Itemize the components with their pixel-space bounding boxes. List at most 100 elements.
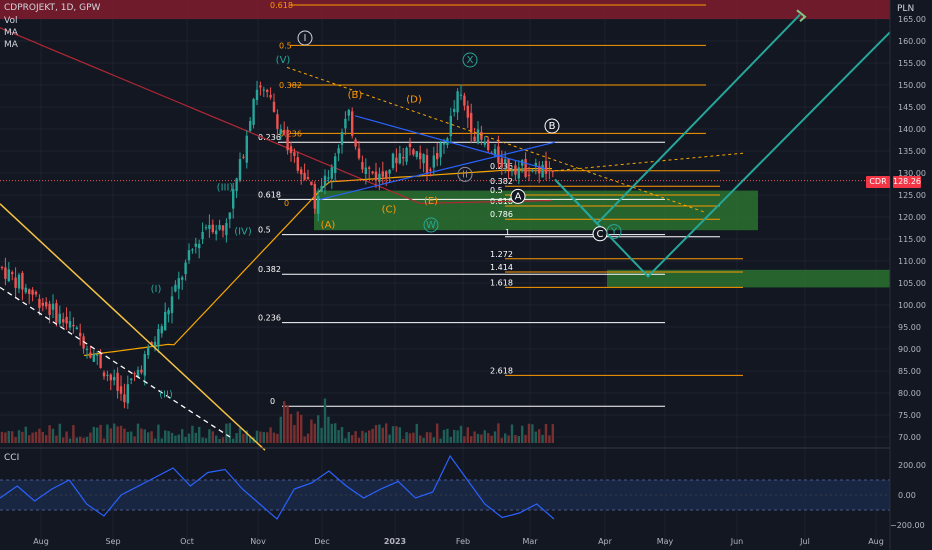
- candle-body: [544, 160, 548, 174]
- volume-bar: [211, 431, 214, 443]
- y-tick-label: 90.00: [898, 345, 921, 354]
- candle-body: [130, 378, 133, 380]
- candle-body: [466, 105, 469, 118]
- candle-body: [415, 151, 418, 157]
- wave-label: (V): [276, 55, 291, 66]
- cci-legend[interactable]: CCI: [4, 453, 20, 463]
- volume-bar: [92, 426, 95, 443]
- y-tick-label: 70.00: [898, 433, 921, 442]
- candle-body: [371, 171, 374, 174]
- volume-bar: [402, 438, 405, 443]
- candle-body: [249, 120, 252, 131]
- volume-bar: [245, 430, 248, 443]
- candle-body: [368, 167, 371, 169]
- current-price-badge: 128.26: [893, 176, 921, 188]
- volume-bar: [524, 434, 527, 443]
- wave-circle: [462, 52, 478, 68]
- volume-bar: [221, 437, 225, 443]
- candle-body: [306, 176, 310, 180]
- wave-circle: [510, 188, 526, 204]
- y-tick-label: 130.00: [898, 169, 926, 178]
- y-tick-label: 145.00: [898, 103, 926, 112]
- candle-body: [218, 225, 221, 230]
- candle-body: [330, 167, 333, 179]
- candle-body: [388, 169, 391, 174]
- volume-bar: [368, 430, 371, 443]
- y-tick-label: 120.00: [898, 213, 926, 222]
- volume-bar: [432, 437, 435, 443]
- volume-bar: [296, 411, 299, 443]
- volume-bar: [551, 424, 554, 443]
- volume-bar: [215, 435, 218, 443]
- candle-body: [510, 170, 514, 172]
- candle-body: [340, 132, 344, 145]
- volume-bar: [85, 436, 89, 443]
- volume-bar: [262, 432, 265, 443]
- x-tick-label: Jul: [799, 537, 810, 546]
- target-zone: [607, 269, 890, 288]
- wave-labels: I (V) (B) (D) X B (III) (IV) (I) (II) (A) (C) (E) W II…: [151, 30, 622, 400]
- candle-body: [327, 177, 330, 179]
- wave-circle: [606, 224, 622, 240]
- candle-body: [347, 110, 350, 116]
- y-tick-label: 150.00: [898, 81, 926, 90]
- candle-body: [11, 272, 14, 275]
- wave-label: (E): [424, 196, 438, 207]
- candle-body: [500, 158, 503, 168]
- candle-body: [184, 262, 187, 275]
- ma-legend-1[interactable]: MA: [4, 28, 18, 38]
- projection-path-b: [554, 31, 891, 278]
- volume-bar: [116, 426, 119, 443]
- fib-label: 2.618: [490, 366, 513, 375]
- volume-bar: [225, 423, 228, 443]
- candle-body: [215, 230, 218, 235]
- candle-body: [402, 157, 405, 159]
- cci-tick-label: 200.00: [898, 461, 926, 470]
- fib-zero-label: 0: [284, 199, 289, 208]
- candle-body: [140, 369, 143, 373]
- volume-bar: [181, 429, 184, 443]
- volume-bar: [45, 435, 48, 443]
- candle-body: [62, 319, 65, 323]
- candle-body: [259, 85, 262, 88]
- candle-body: [507, 159, 510, 170]
- candle-body: [58, 313, 61, 324]
- candle-body: [109, 374, 112, 381]
- volume-bar: [453, 429, 456, 443]
- volume-bar: [330, 423, 333, 443]
- candle-body: [548, 169, 551, 171]
- candle-body: [208, 225, 211, 229]
- candle-body: [119, 386, 123, 394]
- fib-label: 1.618: [490, 278, 513, 287]
- volume-bar: [102, 438, 106, 443]
- fib-label: 0.618: [270, 1, 293, 10]
- candle-body: [272, 101, 276, 112]
- volume-bar: [255, 430, 259, 443]
- candle-body: [41, 302, 44, 306]
- candle-body: [425, 155, 429, 175]
- candle-body: [422, 154, 425, 164]
- candle-body: [14, 277, 17, 288]
- vol-legend[interactable]: Vol: [4, 16, 18, 26]
- wave-circle: [423, 217, 439, 233]
- wave-circle: [457, 166, 473, 182]
- volume-bar: [0, 431, 4, 443]
- volume-bar: [109, 428, 112, 443]
- volume-bar: [79, 436, 82, 443]
- volume-bar: [293, 425, 296, 443]
- candle-body: [405, 147, 408, 162]
- y-tick-label: 100.00: [898, 301, 926, 310]
- wave-label: (III): [217, 183, 234, 194]
- y-tick-label: 160.00: [898, 37, 926, 46]
- ma-legend-2[interactable]: MA: [4, 40, 18, 50]
- candle-body: [276, 114, 279, 129]
- projection-arrowhead: [796, 9, 807, 22]
- candle-body: [504, 159, 507, 164]
- volume-bar: [177, 434, 180, 443]
- volume-bar: [483, 430, 486, 443]
- volume-bar: [320, 427, 323, 443]
- volume-bar: [65, 431, 68, 443]
- volume-bar: [31, 432, 34, 443]
- volume-bar: [419, 435, 422, 443]
